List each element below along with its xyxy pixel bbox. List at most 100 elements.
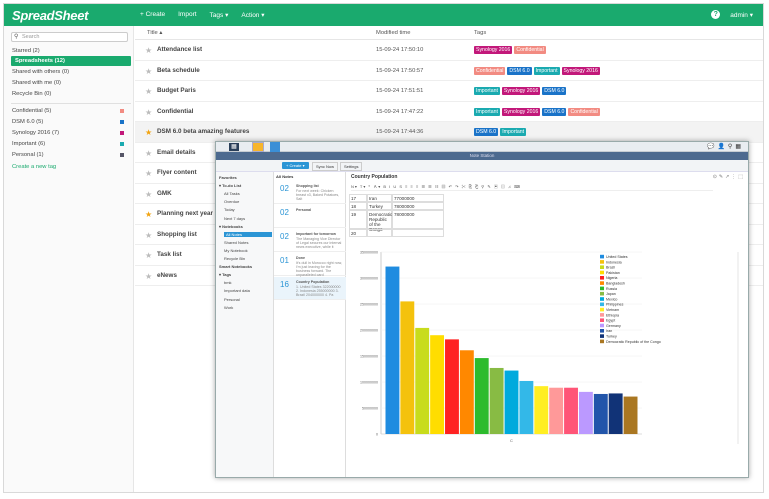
column-tags[interactable]: Tags	[474, 30, 487, 36]
notebook-item[interactable]: Important data	[224, 288, 250, 294]
star-icon[interactable]: ★	[145, 46, 153, 55]
sheet-cell[interactable]: Democratic Republic of the Congo	[367, 210, 393, 232]
tag-badge[interactable]: DSM 6.0	[542, 107, 567, 116]
sidebar-item-shared-with-me[interactable]: Shared with me (0)	[12, 80, 61, 86]
table-row[interactable]: ★ DSM 6.0 beta amazing features 15-09-24 1…	[135, 122, 763, 143]
sheet-cell[interactable]: 17	[349, 194, 367, 202]
column-title[interactable]: Title ▴	[147, 30, 163, 36]
tag-badge[interactable]: Synology 2016	[561, 66, 600, 75]
column-modified[interactable]: Modified time	[376, 30, 411, 36]
star-icon[interactable]: ★	[145, 107, 153, 117]
tag-badge[interactable]: Confidential	[514, 46, 546, 54]
help-icon[interactable]: ?	[711, 10, 721, 19]
sidebar-tag-dsm[interactable]: DSM 6.0 (5)	[12, 117, 129, 127]
tag-badge[interactable]: Important	[474, 107, 500, 116]
file-title[interactable]: GMK	[157, 189, 172, 197]
tag-badge[interactable]: Confidential	[474, 66, 506, 75]
note-item[interactable]: 02 Shopping list For next week: Chicken …	[274, 181, 346, 204]
sheet-cell[interactable]: 20	[349, 229, 367, 237]
sidebar-tag-personal[interactable]: Personal (1)	[12, 150, 129, 160]
notebook-item[interactable]: All Tasks	[224, 191, 240, 197]
editor-icons[interactable]: ⊙✎↗⋮⬚	[712, 174, 745, 180]
action-menu[interactable]: Action ▾	[241, 12, 265, 19]
notebook-item[interactable]: ▾ To-do List	[219, 183, 242, 189]
sidebar-tag-synology[interactable]: Synology 2016 (7)	[12, 128, 129, 138]
sidebar-item-shared-with-others[interactable]: Shared with others (0)	[12, 69, 70, 75]
file-title[interactable]: DSM 6.0 beta amazing features	[157, 128, 250, 135]
notebook-item[interactable]: Personal	[224, 296, 240, 302]
file-title[interactable]: Planning next year	[157, 210, 213, 217]
notebook-item[interactable]: Overdue	[224, 199, 240, 205]
note-item[interactable]: 16 Country Population 1. United States 3…	[274, 277, 346, 300]
sheet-cell[interactable]	[392, 229, 444, 237]
tag-badge[interactable]: Confidential	[568, 107, 600, 116]
search-input[interactable]: ⚲ Search	[11, 32, 128, 42]
sync-button[interactable]: Sync Now	[312, 162, 339, 171]
sidebar-item-spreadsheets[interactable]: Spreadsheets (12)	[11, 56, 131, 66]
sheet-cell[interactable]: Turkey	[367, 202, 392, 210]
note-title[interactable]: Country Population	[351, 174, 398, 180]
notebook-item[interactable]: Work	[224, 304, 234, 310]
notebook-item[interactable]: Smart Notebooks	[219, 264, 253, 270]
notebook-item[interactable]: All Notes	[224, 231, 272, 237]
file-title[interactable]: eNews	[157, 271, 177, 279]
table-row[interactable]: ★ Beta schedule 15-09-24 17:50:57 Confident…	[135, 61, 763, 81]
star-icon[interactable]: ★	[145, 230, 153, 240]
tag-badge[interactable]: DSM 6.0	[507, 66, 532, 75]
grid-icon[interactable]: ▦	[229, 143, 239, 151]
star-icon[interactable]: ★	[145, 128, 153, 137]
star-icon[interactable]: ★	[145, 169, 153, 178]
star-icon[interactable]: ★	[145, 210, 153, 219]
star-icon[interactable]: ★	[145, 271, 153, 281]
star-icon[interactable]: ★	[145, 87, 153, 96]
sheet-cell[interactable]: 19	[349, 210, 367, 229]
sheet-cell[interactable]: 78000000	[392, 210, 444, 229]
tag-badge[interactable]: Important	[500, 128, 527, 136]
settings-button[interactable]: Settings	[340, 162, 363, 171]
note-station-icon[interactable]	[270, 142, 280, 152]
create-tag-link[interactable]: Create a new tag	[12, 164, 57, 170]
file-title[interactable]: Beta schedule	[157, 66, 200, 74]
notebook-item[interactable]: My Notebook	[224, 247, 248, 253]
notebook-item[interactable]: Favorites	[219, 175, 237, 180]
notebook-item[interactable]: ▾ Tags	[219, 272, 232, 278]
note-item[interactable]: 02 Important for tomorrow The Managing V…	[274, 229, 346, 252]
star-icon[interactable]: ★	[145, 251, 153, 260]
file-title[interactable]: Shopping list	[157, 230, 197, 238]
tray-icons[interactable]: 💬👤⚲▦	[706, 144, 744, 150]
note-item[interactable]: 02 Personal	[274, 205, 346, 228]
tag-badge[interactable]: DSM 6.0	[474, 128, 499, 136]
ns-create-button[interactable]: + Create ▾	[282, 162, 309, 169]
table-row[interactable]: ★ Budget Paris 15-09-24 17:51:51 Important S…	[135, 81, 763, 102]
table-row[interactable]: ★ Attendance list 15-09-24 17:50:10 Synolog…	[135, 40, 763, 61]
file-title[interactable]: Task list	[157, 251, 182, 258]
sidebar-tag-important[interactable]: Important (6)	[12, 139, 129, 149]
sheet-cell[interactable]: 78000000	[392, 202, 444, 210]
sheet-cell[interactable]: 18	[349, 202, 367, 210]
tag-badge[interactable]: Synology 2016	[501, 87, 541, 95]
tag-badge[interactable]: Synology 2016	[474, 46, 513, 54]
notebook-item[interactable]: Shared Notes	[224, 239, 249, 245]
format-toolbar[interactable]: N▾ T▾ ⁰ Ａ▾ B I U S ≡ ≡ ≡ ☰ ☰ ☷ ▦ ↶ ↷ ✂ ⎘…	[351, 184, 713, 191]
sheet-cell[interactable]: 77000000	[392, 194, 444, 202]
sheet-cell[interactable]: Iran	[367, 194, 392, 202]
file-title[interactable]: Attendance list	[157, 46, 203, 53]
file-title[interactable]: Budget Paris	[157, 87, 196, 94]
tag-badge[interactable]: Important	[474, 87, 500, 95]
import-button[interactable]: Import	[178, 11, 197, 18]
sidebar-tag-confidential[interactable]: Confidential (5)	[12, 106, 129, 116]
notebook-item[interactable]: Recycle Bin	[224, 256, 246, 261]
sidebar-item-starred[interactable]: Starred (2)	[12, 48, 40, 54]
app-icon[interactable]	[252, 142, 264, 152]
sheet-cell[interactable]	[367, 229, 392, 237]
tag-badge[interactable]: DSM 6.0	[542, 87, 567, 95]
note-item[interactable]: 01 Done It's dull in Morocco right now, …	[274, 253, 346, 277]
file-title[interactable]: Email details	[157, 148, 196, 156]
file-title[interactable]: Confidential	[157, 107, 194, 115]
notebook-item[interactable]: Today	[224, 207, 235, 213]
tag-badge[interactable]: Important	[533, 66, 560, 75]
star-icon[interactable]: ★	[145, 189, 153, 199]
notebook-item[interactable]: ▾ Notebooks	[219, 223, 243, 229]
tags-menu[interactable]: Tags ▾	[209, 12, 229, 19]
star-icon[interactable]: ★	[145, 148, 153, 158]
